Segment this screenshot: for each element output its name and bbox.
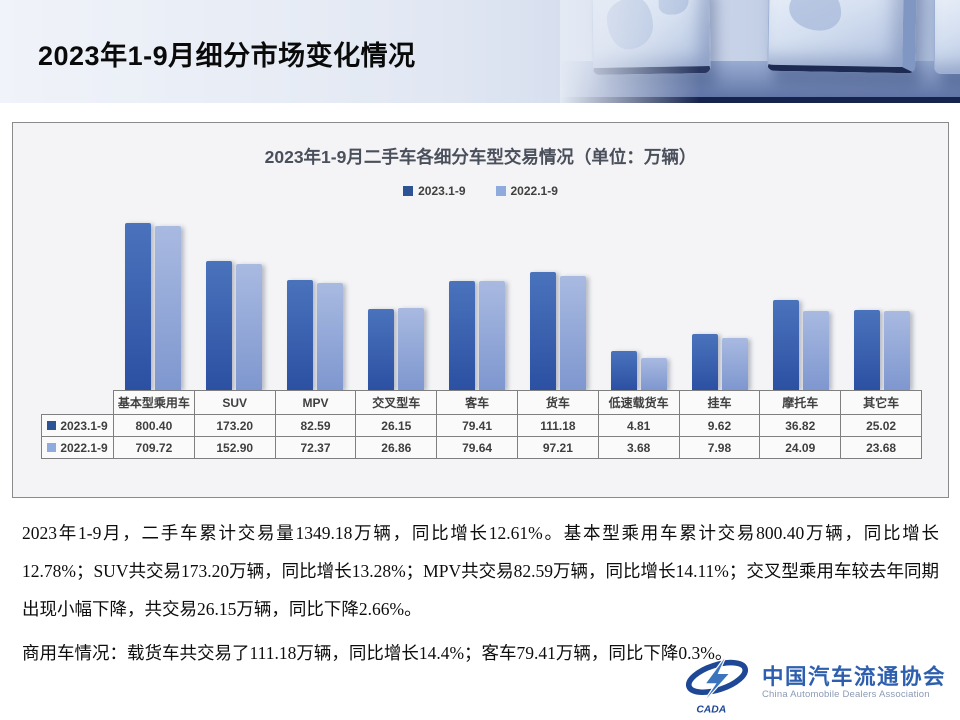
bar-group-0 [113, 210, 194, 390]
paragraph-overall: 2023年1-9月，二手车累计交易量1349.18万辆，同比增长12.61%。基… [22, 523, 939, 619]
table-header-0: 基本型乘用车 [113, 390, 195, 415]
chart-data-table: 基本型乘用车 SUV MPV 交叉型车 客车 货车 低速载货车 挂车 摩托车 其它车 2023.1-… [41, 390, 922, 459]
bar-2023.1-9-货车 [529, 272, 556, 390]
bar-group-2 [275, 210, 356, 390]
value-2022.1-9-其它车: 23.68 [840, 436, 922, 459]
paragraph-commercial: 商用车情况：载货车共交易了111.18万辆，同比增长14.4%；客车79.41万… [22, 643, 733, 663]
value-2022.1-9-基本型乘用车: 709.72 [113, 436, 195, 459]
summary-text: 2023年1-9月，二手车累计交易量1349.18万辆，同比增长12.61%。基… [22, 514, 939, 672]
table-header-1: SUV [193, 390, 276, 415]
row-key-icon [47, 443, 57, 452]
map-shape [788, 0, 842, 31]
value-2022.1-9-SUV: 152.90 [193, 436, 276, 459]
value-2022.1-9-交叉型车: 26.86 [355, 436, 438, 459]
chart-title: 2023年1-9月二手车各细分车型交易情况（单位：万辆） [264, 147, 697, 167]
value-2022.1-9-客车: 79.64 [436, 436, 518, 459]
table-corner-cell [42, 391, 114, 415]
value-2023.1-9-摩托车: 36.82 [759, 414, 842, 437]
bar-group-8 [760, 210, 841, 390]
bar-group-3 [356, 210, 437, 390]
header-fade [560, 0, 700, 103]
bar-2022.1-9-货车 [559, 275, 586, 390]
row-label-2023.1-9: 2023.1-9 [41, 414, 114, 437]
bar-2022.1-9-客车 [479, 280, 506, 390]
bar-group-6 [598, 210, 679, 390]
bar-2022.1-9-其它车 [883, 311, 910, 390]
table-header-2: MPV [274, 390, 357, 415]
table-header-8: 摩托车 [759, 390, 842, 415]
value-2022.1-9-MPV: 72.37 [274, 436, 357, 459]
bar-group-4 [437, 210, 518, 390]
header-bottom-band [560, 97, 960, 103]
bar-group-7 [679, 210, 760, 390]
globe-cube-icon [934, 0, 960, 74]
legend-item-2022: 2022.1-9 [495, 184, 558, 198]
bar-2023.1-9-客车 [449, 280, 476, 390]
table-header-5: 货车 [516, 390, 599, 415]
bar-2023.1-9-基本型乘用车 [125, 223, 152, 390]
bar-plot [113, 210, 922, 390]
value-2023.1-9-基本型乘用车: 800.40 [113, 414, 195, 437]
table-row-2022.1-9: 2022.1-9 709.72 152.90 72.37 26.86 79.64 97.21… [41, 436, 922, 459]
bar-2023.1-9-SUV [206, 261, 233, 390]
decorative-cubes-photo [560, 0, 960, 103]
bar-2023.1-9-其它车 [853, 309, 880, 390]
legend-key-2022-icon [495, 186, 506, 196]
table-row-2023.1-9: 2023.1-9 800.40 173.20 82.59 26.15 79.41 111.1… [41, 414, 922, 437]
bar-2023.1-9-交叉型车 [368, 308, 395, 390]
bar-2022.1-9-基本型乘用车 [155, 226, 182, 390]
bar-2022.1-9-交叉型车 [398, 307, 425, 390]
page-title: 2023年1-9月细分市场变化情况 [38, 41, 416, 71]
logo-name-cn: 中国汽车流通协会 [761, 665, 946, 690]
legend-label-2022: 2022.1-9 [510, 184, 558, 198]
value-2022.1-9-摩托车: 24.09 [759, 436, 842, 459]
legend-item-2023: 2023.1-9 [403, 184, 466, 198]
cada-logo-icon: CADA [685, 653, 748, 714]
logo-name-en: China Automobile Dealers Association [761, 688, 930, 700]
chart-panel: 2023年1-9月二手车各细分车型交易情况（单位：万辆） 2023.1-9 20… [12, 122, 949, 498]
slide-header: 2023年1-9月细分市场变化情况 [0, 0, 960, 103]
bar-2023.1-9-低速载货车 [610, 350, 637, 390]
bar-2023.1-9-摩托车 [772, 300, 799, 390]
value-2023.1-9-低速载货车: 4.81 [597, 414, 680, 437]
bar-group-9 [841, 210, 922, 390]
bar-2022.1-9-SUV [236, 264, 263, 390]
value-2023.1-9-SUV: 173.20 [193, 414, 276, 437]
chart-data-table-wrap: 基本型乘用车 SUV MPV 交叉型车 客车 货车 低速载货车 挂车 摩托车 其它车 2023.1-… [41, 390, 922, 459]
table-header-6: 低速载货车 [597, 390, 680, 415]
bar-group-1 [194, 210, 275, 390]
cada-logo: CADA 中国汽车流通协会 China Automobile Dealers A… [680, 652, 946, 714]
value-2023.1-9-MPV: 82.59 [274, 414, 357, 437]
legend-label-2023: 2023.1-9 [418, 184, 466, 198]
table-header-3: 交叉型车 [355, 390, 438, 415]
value-2023.1-9-客车: 79.41 [436, 414, 518, 437]
value-2022.1-9-低速载货车: 3.68 [597, 436, 680, 459]
value-2023.1-9-交叉型车: 26.15 [355, 414, 438, 437]
cada-acronym: CADA [696, 704, 726, 714]
table-header-9: 其它车 [840, 390, 922, 415]
value-2023.1-9-其它车: 25.02 [840, 414, 922, 437]
table-header-7: 挂车 [678, 390, 761, 415]
bar-2022.1-9-摩托车 [802, 310, 829, 390]
chart-legend: 2023.1-9 2022.1-9 [13, 184, 948, 198]
bar-2022.1-9-MPV [317, 283, 344, 390]
row-key-icon [47, 421, 57, 430]
globe-cube-icon [767, 0, 917, 74]
table-header-4: 客车 [436, 390, 518, 415]
value-2023.1-9-挂车: 9.62 [678, 414, 761, 437]
bar-2022.1-9-低速载货车 [640, 357, 667, 390]
bar-group-5 [518, 210, 599, 390]
value-2023.1-9-货车: 111.18 [516, 414, 599, 437]
legend-key-2023-icon [403, 186, 414, 196]
row-label-2022.1-9: 2022.1-9 [41, 436, 114, 459]
value-2022.1-9-挂车: 7.98 [678, 436, 761, 459]
value-2022.1-9-货车: 97.21 [516, 436, 599, 459]
bar-2023.1-9-挂车 [691, 333, 718, 390]
bar-2023.1-9-MPV [287, 279, 314, 390]
bar-2022.1-9-挂车 [721, 338, 748, 390]
